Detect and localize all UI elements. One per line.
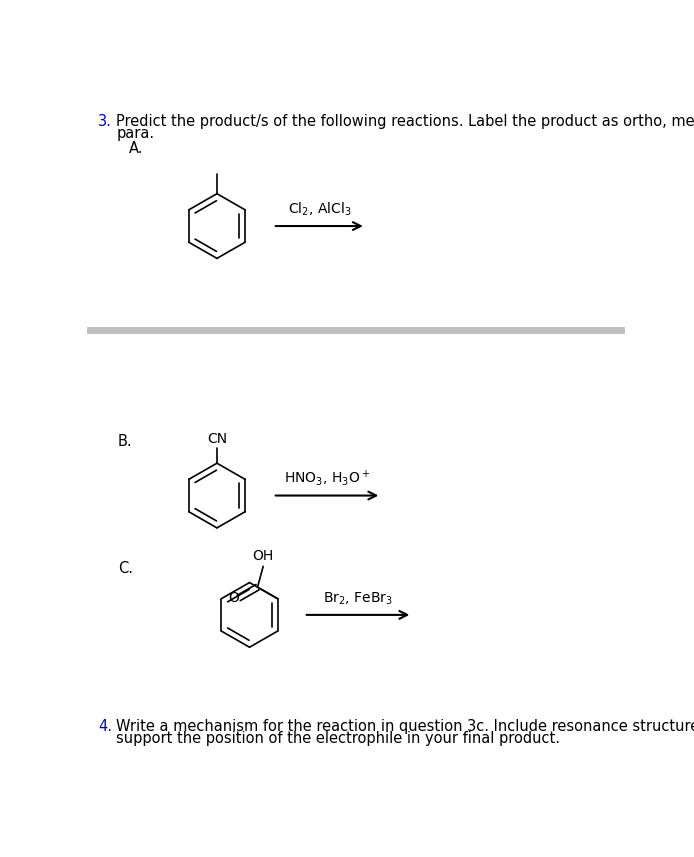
Text: support the position of the electrophile in your final product.: support the position of the electrophile… — [116, 731, 560, 746]
Text: CN: CN — [207, 432, 227, 446]
Text: para.: para. — [116, 126, 154, 141]
Text: OH: OH — [253, 549, 274, 563]
Text: 4.: 4. — [99, 719, 112, 734]
Text: B.: B. — [118, 434, 133, 449]
Text: HNO$_3$, H$_3$O$^+$: HNO$_3$, H$_3$O$^+$ — [284, 468, 370, 488]
Text: A.: A. — [129, 141, 144, 156]
Text: C.: C. — [118, 561, 133, 576]
Text: Predict the product/s of the following reactions. Label the product as ortho, me: Predict the product/s of the following r… — [116, 114, 694, 129]
Text: Cl$_2$, AlCl$_3$: Cl$_2$, AlCl$_3$ — [287, 201, 351, 219]
Text: 3.: 3. — [99, 114, 112, 129]
Text: Write a mechanism for the reaction in question 3c. Include resonance structures : Write a mechanism for the reaction in qu… — [116, 719, 694, 734]
Text: Br$_2$, FeBr$_3$: Br$_2$, FeBr$_3$ — [323, 590, 393, 608]
Text: O: O — [229, 591, 239, 605]
